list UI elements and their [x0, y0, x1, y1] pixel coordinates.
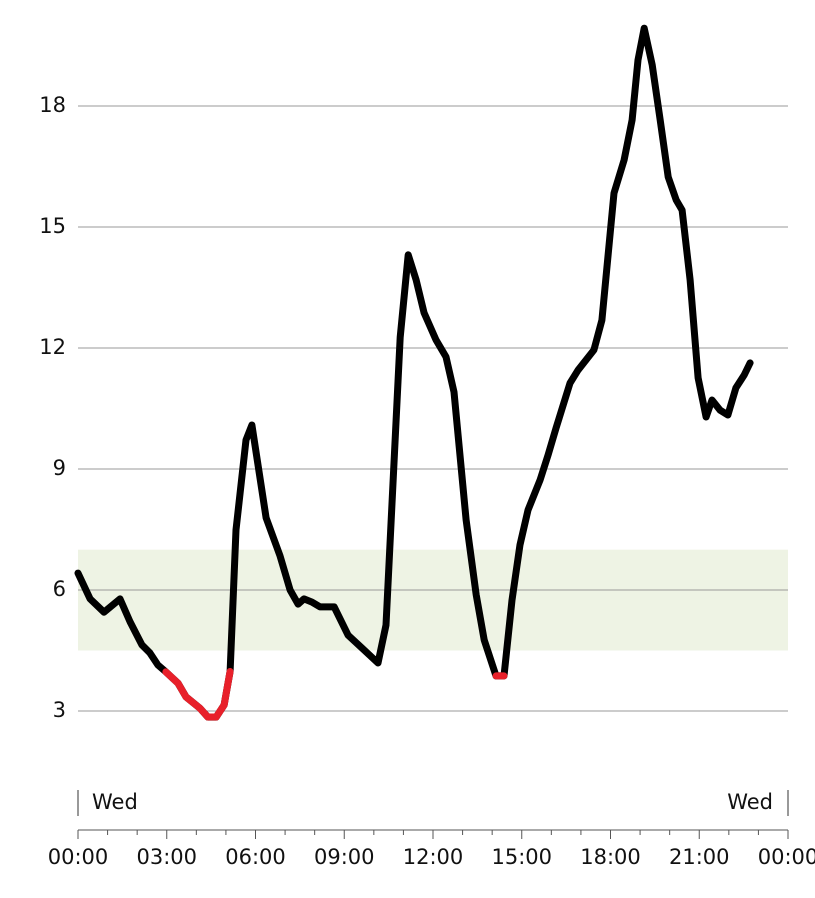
low-segment [220, 667, 234, 709]
day-label: Wed [727, 790, 773, 814]
x-tick-label: 06:00 [225, 845, 286, 869]
y-tick-label: 15 [39, 214, 66, 238]
day-label: Wed [92, 790, 138, 814]
x-tick-label: 18:00 [580, 845, 641, 869]
x-tick-label: 09:00 [314, 845, 375, 869]
y-tick-label: 3 [53, 698, 66, 722]
target-range [78, 549, 788, 651]
x-tick-label: 03:00 [136, 845, 197, 869]
y-tick-label: 12 [39, 335, 66, 359]
x-tick-label: 21:00 [669, 845, 730, 869]
x-tick-label: 00:00 [48, 845, 109, 869]
x-tick-label: 15:00 [491, 845, 552, 869]
y-tick-label: 9 [53, 456, 66, 480]
y-tick-label: 18 [39, 93, 66, 117]
y-tick-label: 6 [53, 577, 66, 601]
x-tick-label: 00:00 [758, 845, 815, 869]
x-tick-label: 12:00 [403, 845, 464, 869]
